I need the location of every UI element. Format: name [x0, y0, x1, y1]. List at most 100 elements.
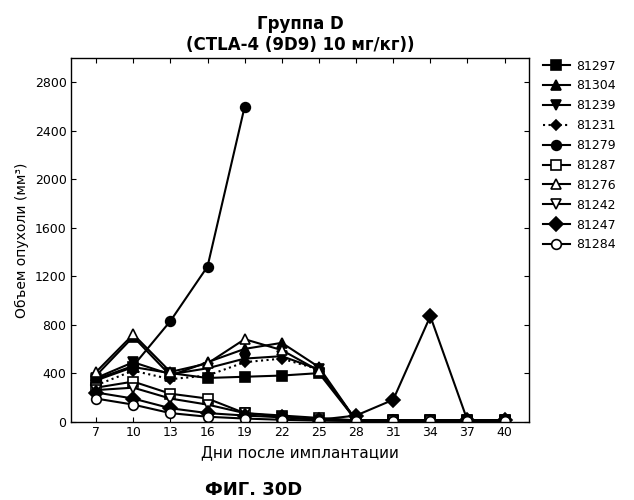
- 81276: [389, 418, 397, 424]
- 81297: [501, 418, 508, 424]
- 81297: [278, 372, 285, 378]
- 81242: [204, 402, 211, 407]
- 81231: [501, 418, 508, 424]
- 81304: [463, 418, 471, 424]
- Text: ФИГ. 30D: ФИГ. 30D: [205, 481, 302, 499]
- 81297: [167, 370, 174, 376]
- Line: 81304: 81304: [91, 332, 510, 425]
- 81247: [93, 390, 100, 396]
- 81279: [93, 376, 100, 382]
- 81284: [501, 418, 508, 424]
- 81239: [167, 372, 174, 378]
- 81239: [463, 418, 471, 424]
- 81242: [353, 418, 360, 424]
- 81239: [241, 356, 249, 362]
- 81242: [129, 384, 137, 390]
- 81247: [241, 412, 249, 418]
- 81287: [167, 390, 174, 396]
- 81284: [353, 418, 360, 424]
- 81276: [129, 332, 137, 338]
- 81239: [315, 366, 323, 372]
- 81242: [93, 387, 100, 393]
- Line: 81279: 81279: [91, 102, 250, 384]
- X-axis label: Дни после имплантации: Дни после имплантации: [202, 445, 399, 460]
- 81287: [427, 418, 434, 424]
- 81231: [389, 418, 397, 424]
- 81276: [501, 418, 508, 424]
- 81247: [353, 412, 360, 418]
- 81242: [315, 417, 323, 423]
- 81242: [167, 396, 174, 402]
- 81247: [167, 406, 174, 411]
- 81276: [278, 347, 285, 353]
- 81242: [427, 418, 434, 424]
- Title: Группа D
(CTLA-4 (9D9) 10 мг/кг)): Группа D (CTLA-4 (9D9) 10 мг/кг)): [186, 15, 415, 54]
- 81242: [241, 410, 249, 416]
- 81284: [93, 396, 100, 402]
- 81297: [427, 418, 434, 424]
- 81279: [129, 363, 137, 369]
- 81287: [204, 396, 211, 402]
- 81247: [501, 418, 508, 424]
- 81297: [129, 364, 137, 370]
- 81231: [315, 366, 323, 372]
- 81304: [501, 418, 508, 424]
- 81231: [241, 359, 249, 365]
- 81287: [315, 415, 323, 421]
- 81247: [204, 410, 211, 416]
- 81287: [129, 378, 137, 384]
- 81242: [501, 418, 508, 424]
- 81304: [427, 418, 434, 424]
- 81287: [501, 418, 508, 424]
- 81287: [241, 410, 249, 416]
- Line: 81284: 81284: [91, 394, 510, 426]
- 81284: [315, 418, 323, 424]
- Line: 81247: 81247: [91, 312, 510, 425]
- 81284: [389, 418, 397, 424]
- 81276: [463, 418, 471, 424]
- 81247: [315, 417, 323, 423]
- Line: 81297: 81297: [91, 362, 510, 425]
- Legend: 81297, 81304, 81239, 81231, 81279, 81287, 81276, 81242, 81247, 81284: 81297, 81304, 81239, 81231, 81279, 81287…: [540, 57, 619, 254]
- 81297: [93, 378, 100, 384]
- 81239: [129, 359, 137, 365]
- Line: 81231: 81231: [93, 355, 508, 424]
- 81297: [353, 418, 360, 424]
- 81279: [204, 264, 211, 270]
- 81284: [204, 414, 211, 420]
- 81304: [278, 340, 285, 346]
- 81239: [278, 353, 285, 359]
- 81247: [278, 414, 285, 420]
- 81279: [167, 318, 174, 324]
- 81239: [93, 375, 100, 381]
- 81279: [241, 104, 249, 110]
- 81231: [167, 376, 174, 382]
- 81276: [204, 360, 211, 366]
- 81242: [389, 418, 397, 424]
- 81231: [278, 356, 285, 362]
- 81231: [463, 418, 471, 424]
- 81276: [315, 368, 323, 374]
- 81304: [93, 372, 100, 378]
- 81239: [501, 418, 508, 424]
- 81284: [427, 418, 434, 424]
- 81304: [353, 418, 360, 424]
- 81284: [241, 416, 249, 422]
- 81276: [167, 369, 174, 375]
- 81239: [353, 418, 360, 424]
- 81242: [278, 414, 285, 420]
- Line: 81276: 81276: [91, 330, 510, 425]
- 81276: [353, 418, 360, 424]
- 81304: [241, 346, 249, 352]
- 81276: [93, 369, 100, 375]
- 81284: [463, 418, 471, 424]
- 81287: [463, 418, 471, 424]
- 81284: [167, 410, 174, 416]
- 81297: [463, 418, 471, 424]
- 81231: [93, 382, 100, 388]
- 81297: [389, 418, 397, 424]
- 81304: [389, 418, 397, 424]
- 81239: [204, 366, 211, 372]
- 81231: [353, 418, 360, 424]
- 81231: [427, 418, 434, 424]
